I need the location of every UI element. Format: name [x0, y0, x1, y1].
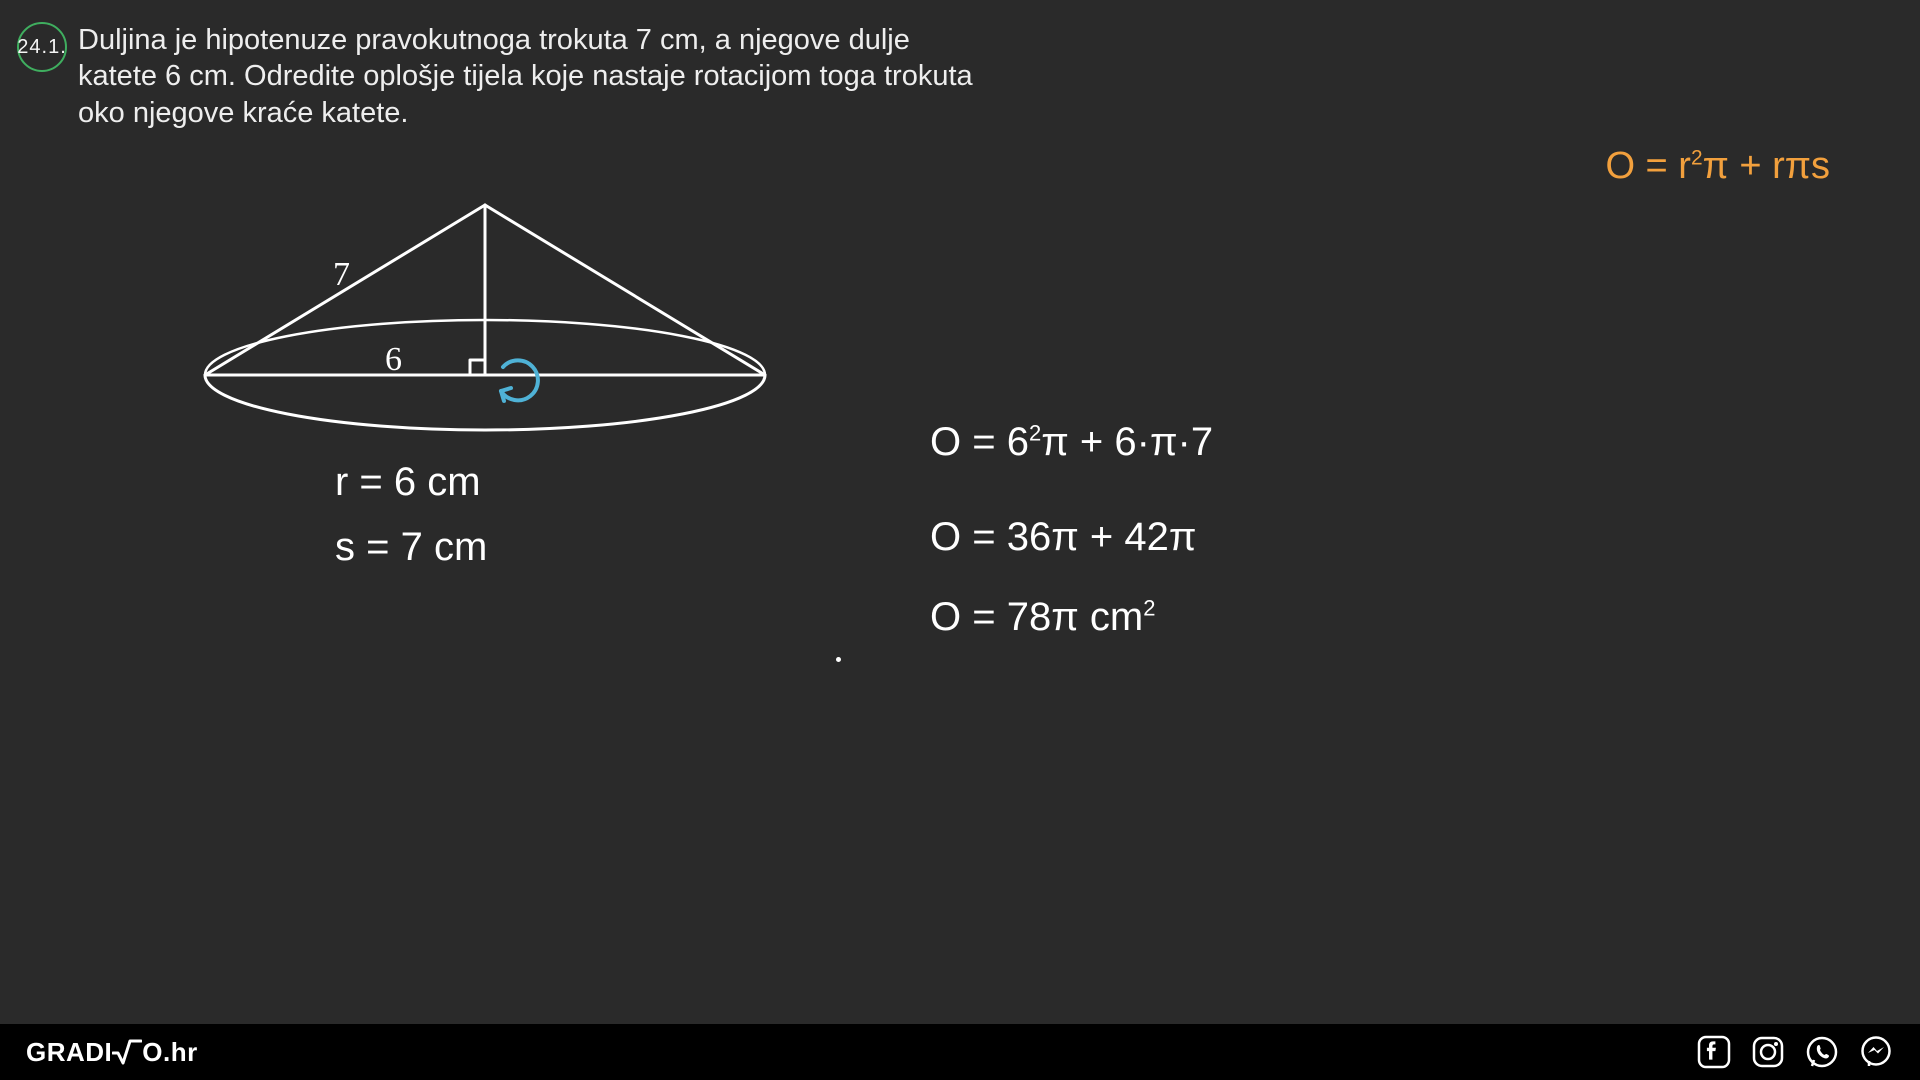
footer-bar: GRADI O.hr [0, 1024, 1920, 1080]
given-s: s = 7 cm [335, 525, 487, 570]
problem-number-badge: 24.1. [17, 22, 67, 72]
sqrt-icon [112, 1039, 142, 1065]
brand-prefix: GRADI [26, 1037, 112, 1067]
given-r: r = 6 cm [335, 460, 481, 505]
radius-label: 6 [385, 341, 402, 378]
cone-diagram: 7 6 [185, 195, 785, 455]
slant-label: 7 [333, 256, 350, 293]
calc-line-2: O = 36π + 42π [930, 515, 1196, 560]
brand-logo[interactable]: GRADI O.hr [26, 1037, 198, 1068]
calc-line-1: O = 62π + 6·π·7 [930, 420, 1213, 465]
formula-text: O = r2π + rπs [1605, 145, 1830, 187]
problem-statement: Duljina je hipotenuze pravokutnoga troku… [78, 22, 973, 131]
whatsapp-icon[interactable] [1804, 1034, 1840, 1070]
problem-number-text: 24.1. [17, 36, 66, 59]
brand-suffix: O.hr [142, 1037, 197, 1067]
surface-formula: O = r2π + rπs [1605, 145, 1830, 188]
stray-dot [836, 657, 841, 662]
messenger-icon[interactable] [1858, 1034, 1894, 1070]
social-icons [1696, 1034, 1894, 1070]
facebook-icon[interactable] [1696, 1034, 1732, 1070]
calc-line-3: O = 78π cm2 [930, 595, 1155, 640]
instagram-icon[interactable] [1750, 1034, 1786, 1070]
cone-svg: 7 6 [185, 195, 785, 455]
